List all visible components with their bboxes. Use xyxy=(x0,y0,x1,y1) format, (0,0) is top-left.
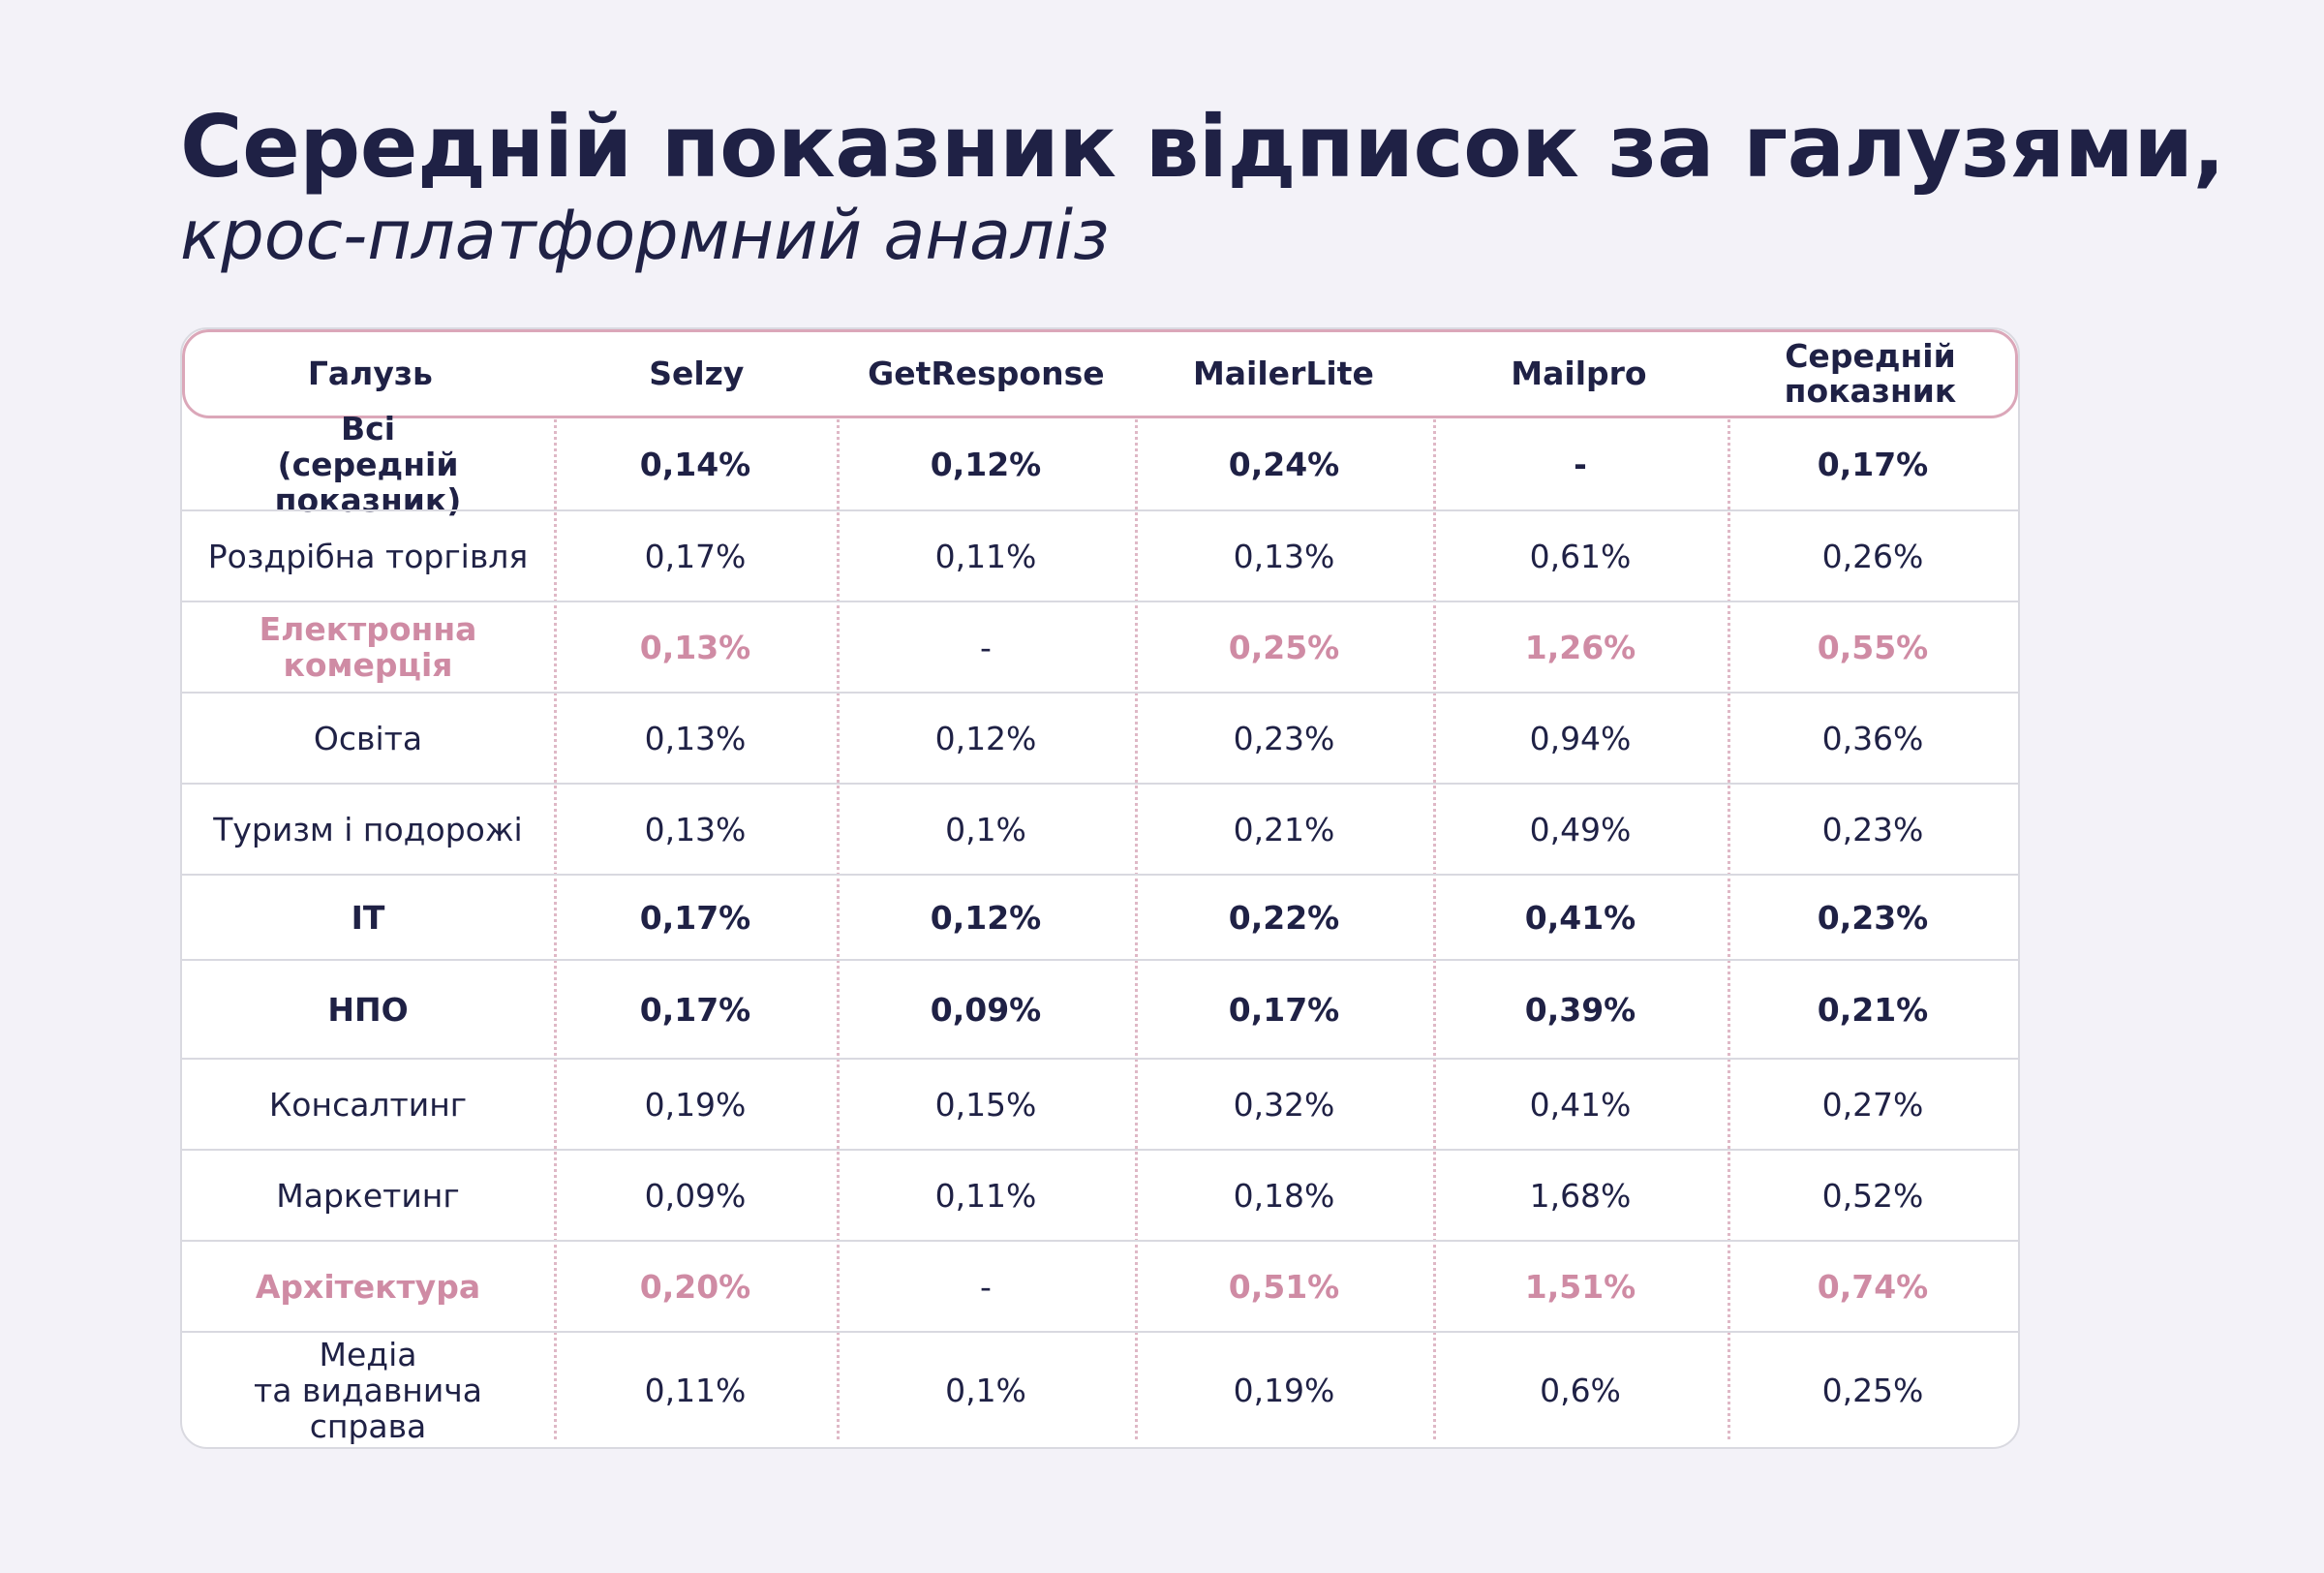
cell-mailpro: 0,39% xyxy=(1524,990,1636,1029)
cell-getresponse: - xyxy=(980,1267,992,1306)
table-row: Медіа та видавнича справа 0,11% 0,1% 0,19% 0… xyxy=(182,1331,2018,1447)
cell-industry: НПО xyxy=(327,990,409,1029)
cell-industry: Всі (середній показник) xyxy=(274,409,462,519)
table-row: НПО 0,17% 0,09% 0,17% 0,39% 0,21% xyxy=(182,959,2018,1058)
cell-mailerlite: 0,32% xyxy=(1233,1085,1335,1124)
cell-mailpro: - xyxy=(1574,445,1587,483)
page-subtitle: крос-платформний аналіз xyxy=(180,196,1110,275)
table-row: Маркетинг 0,09% 0,11% 0,18% 1,68% 0,52% xyxy=(182,1149,2018,1240)
cell-mailerlite: 0,13% xyxy=(1233,537,1335,575)
cell-mailerlite: 0,24% xyxy=(1228,445,1340,483)
cell-industry: Туризм і подорожі xyxy=(213,810,523,848)
cell-average: 0,23% xyxy=(1821,810,1924,848)
page-title: Середній показник відписок за галузями, xyxy=(180,97,2225,197)
cell-industry: Електронна комерція xyxy=(259,610,477,684)
cell-mailerlite: 0,22% xyxy=(1228,898,1340,937)
cell-selzy: 0,17% xyxy=(639,898,751,937)
cell-mailpro: 0,41% xyxy=(1529,1085,1632,1124)
table-row: Освіта 0,13% 0,12% 0,23% 0,94% 0,36% xyxy=(182,692,2018,783)
cell-mailerlite: 0,17% xyxy=(1228,990,1340,1029)
column-divider xyxy=(554,337,557,1439)
cell-average: 0,74% xyxy=(1817,1267,1929,1306)
header-mailpro: Mailpro xyxy=(1511,355,1647,392)
cell-getresponse: 0,15% xyxy=(934,1085,1037,1124)
cell-mailpro: 1,68% xyxy=(1529,1176,1632,1215)
cell-selzy: 0,14% xyxy=(639,445,751,483)
header-industry: Галузь xyxy=(307,355,433,392)
cell-selzy: 0,17% xyxy=(639,990,751,1029)
cell-average: 0,52% xyxy=(1821,1176,1924,1215)
cell-selzy: 0,11% xyxy=(644,1371,747,1409)
cell-getresponse: 0,1% xyxy=(945,1371,1026,1409)
cell-getresponse: 0,12% xyxy=(930,898,1042,937)
cell-industry: Роздрібна торгівля xyxy=(207,537,529,575)
column-divider xyxy=(837,337,840,1439)
cell-average: 0,26% xyxy=(1821,537,1924,575)
cell-mailpro: 0,94% xyxy=(1529,719,1632,757)
cell-mailpro: 0,6% xyxy=(1540,1371,1621,1409)
cell-mailpro: 0,49% xyxy=(1529,810,1632,848)
cell-industry: Медіа та видавнича справа xyxy=(253,1335,483,1445)
cell-getresponse: 0,12% xyxy=(934,719,1037,757)
cell-selzy: 0,19% xyxy=(644,1085,747,1124)
cell-getresponse: 0,09% xyxy=(930,990,1042,1029)
cell-average: 0,27% xyxy=(1821,1085,1924,1124)
table-header: Галузь Selzy GetResponse MailerLite Mail… xyxy=(182,329,2018,418)
column-divider xyxy=(1135,337,1138,1439)
cell-mailerlite: 0,51% xyxy=(1228,1267,1340,1306)
cell-average: 0,21% xyxy=(1817,990,1929,1029)
header-mailerlite: MailerLite xyxy=(1192,355,1374,392)
table-row: Роздрібна торгівля 0,17% 0,11% 0,13% 0,61% 0,… xyxy=(182,509,2018,601)
cell-getresponse: - xyxy=(980,628,992,666)
table-row: Туризм і подорожі 0,13% 0,1% 0,21% 0,49% 0,23… xyxy=(182,783,2018,874)
header-getresponse: GetResponse xyxy=(868,355,1105,392)
cell-mailpro: 0,41% xyxy=(1524,898,1636,937)
cell-getresponse: 0,1% xyxy=(945,810,1026,848)
cell-mailerlite: 0,19% xyxy=(1233,1371,1335,1409)
cell-industry: IT xyxy=(351,898,385,937)
table-row: Всі (середній показник) 0,14% 0,12% 0,24% - 0… xyxy=(182,409,2018,519)
cell-mailerlite: 0,18% xyxy=(1233,1176,1335,1215)
cell-selzy: 0,09% xyxy=(644,1176,747,1215)
cell-selzy: 0,20% xyxy=(639,1267,751,1306)
column-divider xyxy=(1433,337,1436,1439)
cell-mailpro: 0,61% xyxy=(1529,537,1632,575)
cell-industry: Архітектура xyxy=(255,1267,481,1306)
cell-mailerlite: 0,25% xyxy=(1228,628,1340,666)
cell-mailerlite: 0,23% xyxy=(1233,719,1335,757)
cell-average: 0,17% xyxy=(1817,445,1929,483)
cell-average: 0,23% xyxy=(1817,898,1929,937)
cell-average: 0,25% xyxy=(1821,1371,1924,1409)
column-divider xyxy=(1728,337,1730,1439)
cell-mailpro: 1,26% xyxy=(1524,628,1636,666)
cell-getresponse: 0,12% xyxy=(930,445,1042,483)
table-row: Архітектура 0,20% - 0,51% 1,51% 0,74% xyxy=(182,1240,2018,1331)
cell-industry: Маркетинг xyxy=(276,1176,460,1215)
cell-industry: Консалтинг xyxy=(268,1085,468,1124)
cell-industry: Освіта xyxy=(313,719,423,757)
cell-selzy: 0,17% xyxy=(644,537,747,575)
cell-selzy: 0,13% xyxy=(639,628,751,666)
cell-mailerlite: 0,21% xyxy=(1233,810,1335,848)
cell-mailpro: 1,51% xyxy=(1524,1267,1636,1306)
cell-getresponse: 0,11% xyxy=(934,537,1037,575)
table-row: Електронна комерція 0,13% - 0,25% 1,26% 0,55% xyxy=(182,601,2018,692)
cell-selzy: 0,13% xyxy=(644,810,747,848)
unsubscribe-rate-table: Галузь Selzy GetResponse MailerLite Mail… xyxy=(180,327,2020,1449)
table-row: IT 0,17% 0,12% 0,22% 0,41% 0,23% xyxy=(182,874,2018,959)
cell-getresponse: 0,11% xyxy=(934,1176,1037,1215)
header-selzy: Selzy xyxy=(649,355,745,392)
cell-average: 0,36% xyxy=(1821,719,1924,757)
cell-average: 0,55% xyxy=(1817,628,1929,666)
header-average: Середній показник xyxy=(1784,337,1957,410)
table-row: Консалтинг 0,19% 0,15% 0,32% 0,41% 0,27% xyxy=(182,1058,2018,1149)
cell-selzy: 0,13% xyxy=(644,719,747,757)
